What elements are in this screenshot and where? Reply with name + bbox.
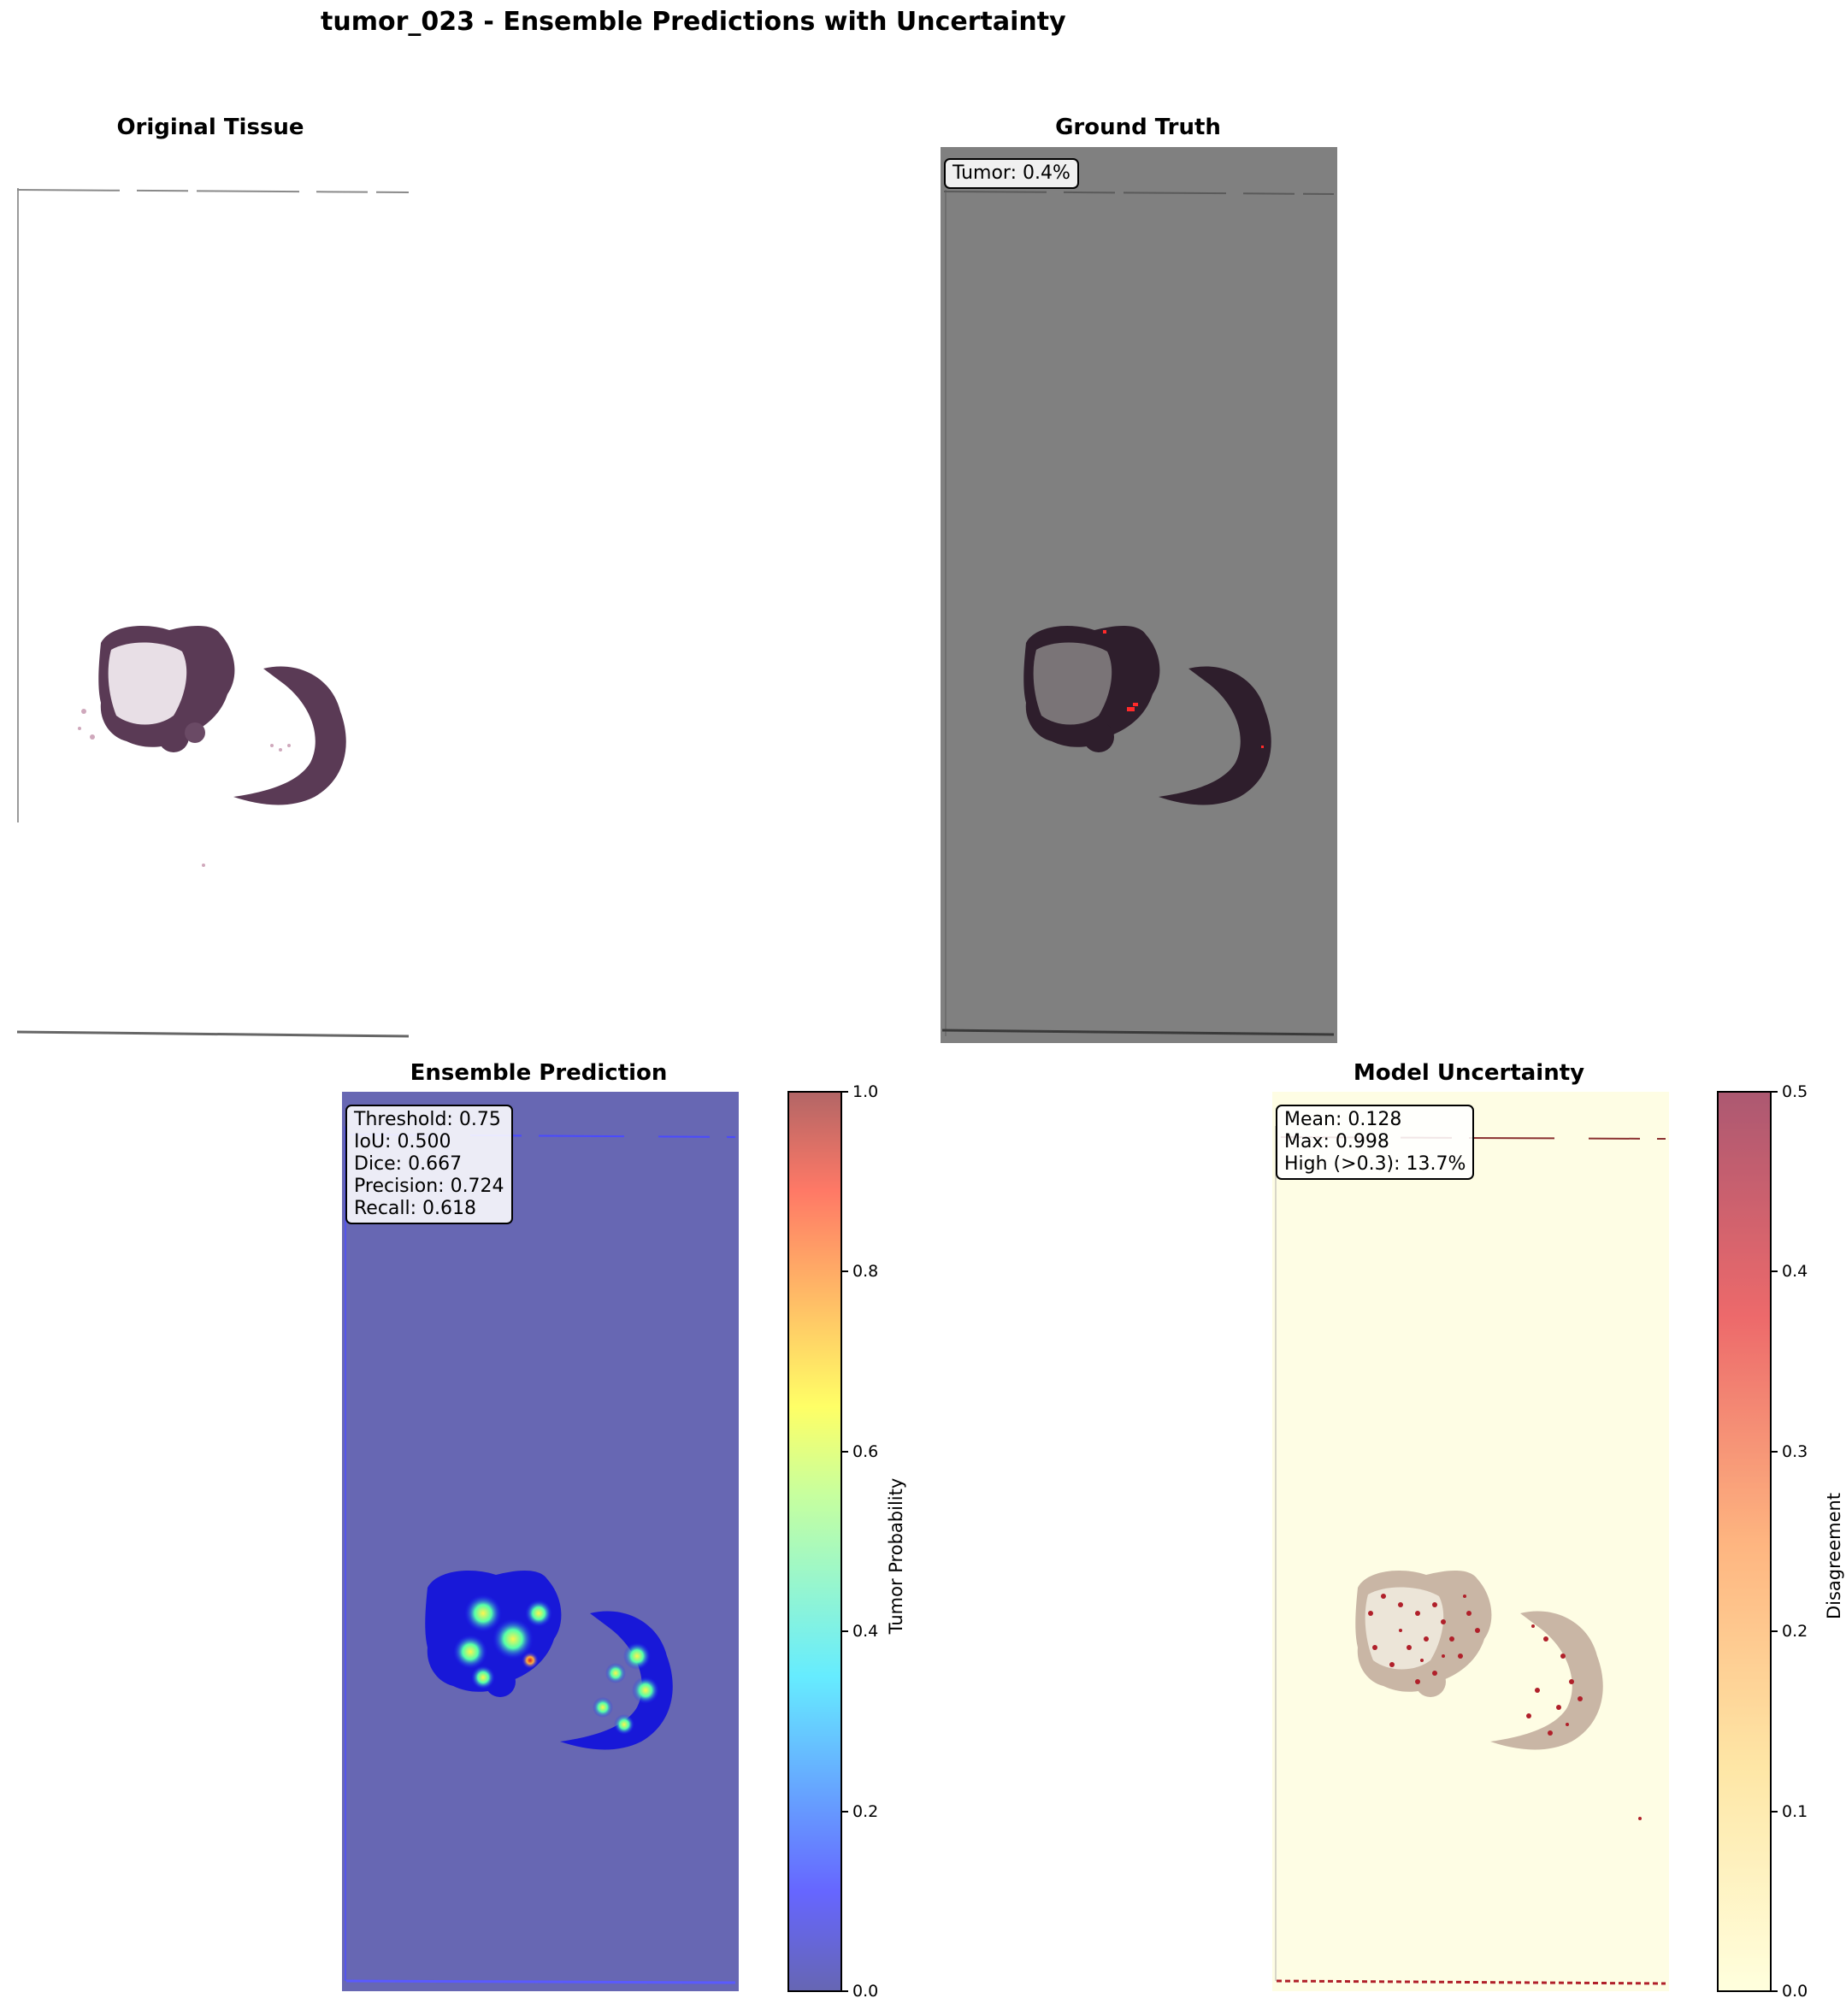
stat-iou: IoU: 0.500 [354, 1131, 451, 1152]
colorbar-tick-label: 0.1 [1782, 1801, 1808, 1821]
original-tissue-image [15, 147, 410, 1046]
high-uncertainty-speckles [1368, 1594, 1642, 1820]
stat-mean: Mean: 0.128 [1284, 1109, 1402, 1130]
stat-high: High (>0.3): 13.7% [1284, 1153, 1466, 1175]
ensemble-prediction-image [342, 1092, 739, 1991]
stat-dice: Dice: 0.667 [354, 1153, 463, 1175]
ensemble-stats: Threshold: 0.75 IoU: 0.500 Dice: 0.667 P… [345, 1105, 513, 1224]
colorbar-tick-label: 0.4 [1782, 1262, 1808, 1282]
stat-recall: Recall: 0.618 [354, 1198, 477, 1219]
colorbar-tick-mark [842, 1270, 848, 1273]
colorbar-tick-label: 0.2 [852, 1801, 879, 1821]
uncertainty-stats: Mean: 0.128 Max: 0.998 High (>0.3): 13.7… [1276, 1105, 1475, 1180]
uncertainty-image [1272, 1092, 1669, 1991]
colorbar-tick-label: 0.3 [1782, 1441, 1808, 1461]
tissue-right-crescent [233, 666, 346, 805]
colorbar-tick-mark [1772, 1270, 1778, 1273]
colorbar-tick-label: 0.6 [852, 1441, 879, 1461]
colorbar-tick-mark [1772, 1990, 1778, 1992]
colorbar-tick-mark [1772, 1091, 1778, 1093]
panel-title-original: Original Tissue [116, 115, 304, 140]
colorbar-tick-mark [842, 1810, 848, 1813]
colorbar-disagreement-label: Disagreement [1824, 1492, 1844, 1620]
colorbar-tumor-probability-label: Tumor Probability [886, 1477, 906, 1635]
stat-threshold: Threshold: 0.75 [354, 1109, 501, 1130]
colorbar-tick-label: 0.0 [1782, 1982, 1808, 2001]
prediction-hotspots [453, 1595, 659, 1735]
colorbar-tick-label: 0.2 [1782, 1622, 1808, 1642]
colorbar-tick-label: 1.0 [852, 1082, 879, 1101]
stat-precision: Precision: 0.724 [354, 1176, 504, 1197]
colorbar-tick-label: 0.8 [852, 1262, 879, 1282]
colorbar-tick-mark [842, 1091, 848, 1093]
ground-truth-stats: Tumor: 0.4% [944, 158, 1079, 189]
panel-title-ensemble: Ensemble Prediction [410, 1060, 668, 1086]
colorbar-tick-mark [842, 1630, 848, 1633]
colorbar-tick-label: 0.0 [852, 1982, 879, 2001]
colorbar-tick-mark [1772, 1450, 1778, 1453]
colorbar-tick-label: 0.5 [1782, 1082, 1808, 1101]
panel-title-ground-truth: Ground Truth [1055, 115, 1221, 140]
colorbar-disagreement [1717, 1091, 1772, 1992]
colorbar-tick-mark [842, 1450, 848, 1453]
tissue-left-lobe [98, 626, 235, 752]
stat-max: Max: 0.998 [1284, 1131, 1389, 1152]
panel-title-uncertainty: Model Uncertainty [1353, 1060, 1585, 1086]
ground-truth-tumor-regions [1103, 630, 1264, 748]
colorbar-tick-mark [1772, 1810, 1778, 1813]
colorbar-tick-label: 0.4 [852, 1622, 879, 1642]
colorbar-tick-mark [842, 1990, 848, 1992]
figure-title: tumor_023 - Ensemble Predictions with Un… [321, 7, 1066, 37]
colorbar-tumor-probability [787, 1091, 842, 1992]
stat-tumor: Tumor: 0.4% [952, 162, 1070, 184]
colorbar-tick-mark [1772, 1630, 1778, 1633]
ground-truth-image [941, 147, 1337, 1043]
